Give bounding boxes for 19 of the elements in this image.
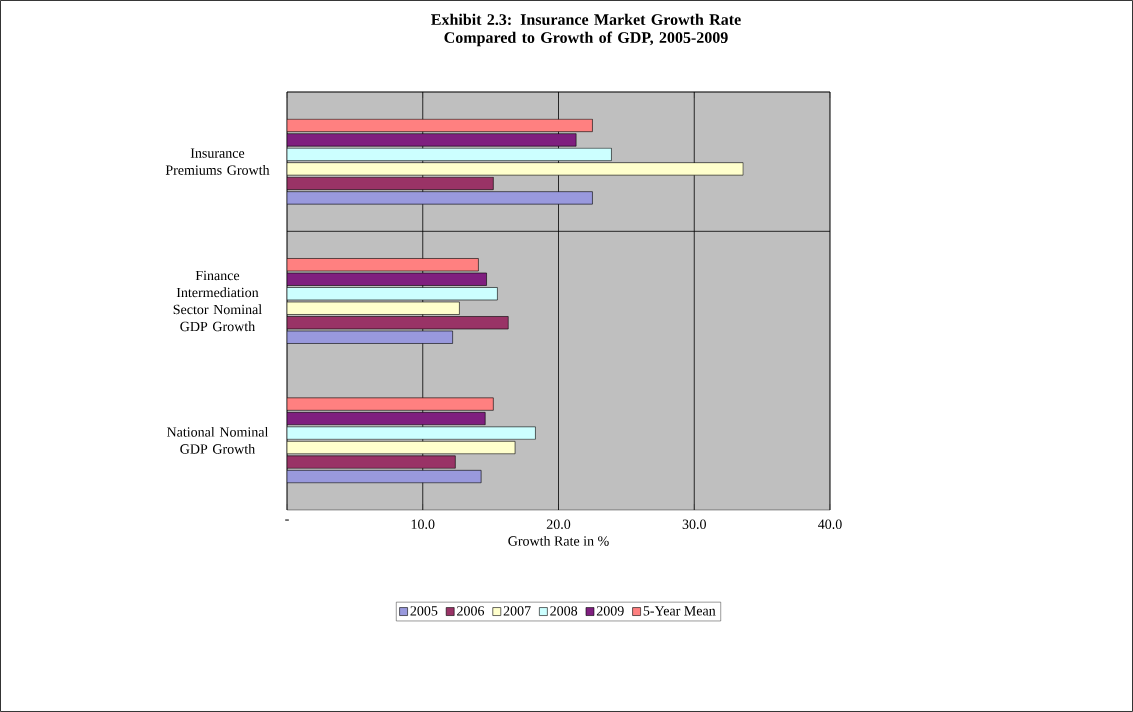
bar — [287, 162, 744, 176]
x-tick-label: - — [285, 519, 289, 521]
bar — [287, 133, 577, 147]
x-axis-title: Growth Rate in % — [508, 535, 609, 546]
bar — [287, 397, 494, 411]
legend-label: 2007 — [503, 606, 531, 616]
x-tick-label: 30.0 — [682, 519, 706, 530]
legend-label: 2005 — [410, 606, 438, 616]
y-tick-label: National Nominal GDP Growth — [166, 426, 269, 454]
legend-label: 5-Year Mean — [643, 606, 716, 616]
y-tick-label: Finance Intermediation Sector Nominal GDP Growth — [173, 270, 262, 332]
x-tick-label: 40.0 — [818, 519, 842, 530]
x-tick-label: 10.0 — [411, 519, 435, 530]
chart-title: Exhibit 2.3: Insurance Market Growth Rate Compared to Growth of GDP, 2005-2009 — [431, 13, 741, 47]
y-tick-label: Insurance Premiums Growth — [165, 148, 270, 175]
x-tick-label: 20.0 — [546, 519, 571, 530]
legend-label: 2006 — [457, 606, 485, 616]
legend-label: 2008 — [550, 606, 578, 616]
legend-label: 2009 — [596, 606, 624, 616]
